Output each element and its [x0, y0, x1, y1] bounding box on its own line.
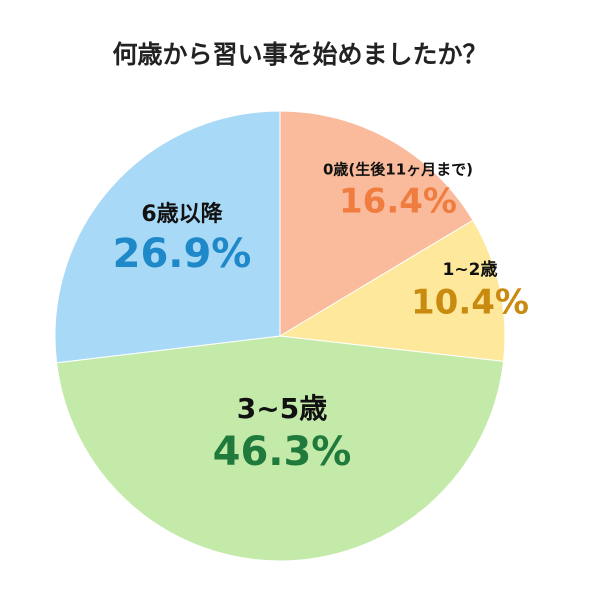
- chart-title: 何歳から習い事を始めましたか？: [112, 40, 487, 69]
- slice-label: 0歳(生後11ヶ月まで): [323, 161, 473, 179]
- slice-label: 3~5歳: [237, 392, 327, 425]
- pie-slice: [56, 335, 505, 562]
- value-label: 26.9%: [113, 231, 252, 277]
- pie-slice: [279, 110, 474, 337]
- pie-slice: [278, 219, 506, 362]
- value-label: 46.3%: [213, 429, 352, 475]
- slice-label: 1~2歳: [443, 259, 498, 280]
- pie-slice: [54, 110, 281, 364]
- slice-label: 6歳以降: [141, 202, 223, 227]
- value-label: 16.4%: [339, 182, 457, 222]
- value-label: 10.4%: [411, 283, 529, 323]
